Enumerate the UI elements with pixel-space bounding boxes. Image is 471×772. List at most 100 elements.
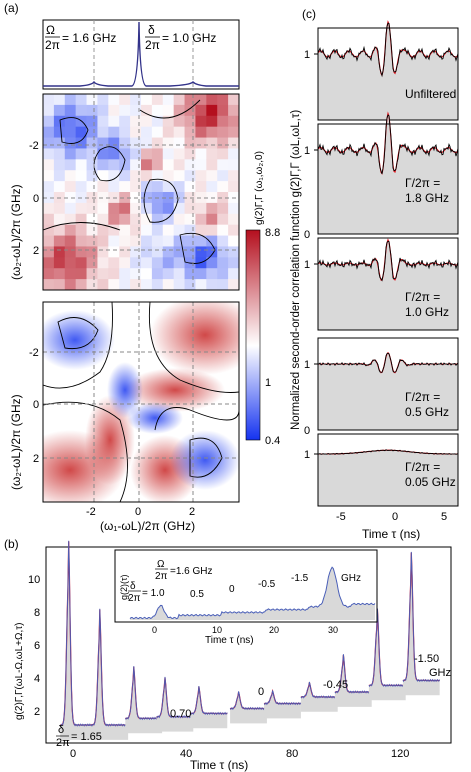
colorbar-top: 8.8 <box>265 227 280 239</box>
panel-c-subplot-label: Γ/2π = <box>405 290 440 304</box>
panel-c-ytick: 1 <box>304 449 310 461</box>
heatmap-theory <box>43 302 239 502</box>
panel-c-subplot-label: 1.8 GHz <box>405 191 449 205</box>
panel-b-peak <box>90 608 129 740</box>
panel-b-peak <box>59 540 98 740</box>
svg-text:2π: 2π <box>56 737 70 749</box>
svg-text:-2: -2 <box>29 347 39 359</box>
svg-text:GHz: GHz <box>429 667 451 679</box>
panel-c-subplot-label: 1.0 GHz <box>405 305 449 319</box>
svg-text:-5: -5 <box>336 511 346 523</box>
svg-text:0: 0 <box>70 748 76 760</box>
omega-frac-den: 2π <box>45 38 60 52</box>
svg-text:0.70: 0.70 <box>170 708 191 720</box>
colorbar-bottom: 0.4 <box>265 435 280 447</box>
panel-c-ytick: 0 <box>304 425 310 437</box>
svg-text:4: 4 <box>34 673 40 685</box>
panel-c-ytick: 1 <box>304 145 310 157</box>
panel-b-peak <box>300 681 339 712</box>
panel-b-annotations: δ 2π = 1.65 0.70 0 -0.45 -1.50 GHz <box>56 653 451 749</box>
panel-c-fill <box>318 353 458 430</box>
svg-text:GHz: GHz <box>341 573 361 584</box>
panel-b-peak <box>229 691 268 724</box>
colorbar-title: g(2)Γ,Γ (ω₁,ω₂,0) <box>254 151 265 225</box>
panel-c-experiment-line <box>317 449 459 455</box>
svg-text:20: 20 <box>269 625 279 635</box>
delta-value: = 1.0 GHz <box>162 31 216 45</box>
svg-text:0.5: 0.5 <box>190 589 204 600</box>
panel-c-subplot: 1 Unfiltered <box>304 20 459 121</box>
panel-a-label: (a) <box>4 1 19 15</box>
panel-c-subplot-label: Γ/2π = <box>405 460 440 474</box>
svg-text:2: 2 <box>189 506 195 518</box>
svg-text:-0.45: -0.45 <box>323 679 348 691</box>
svg-text:10: 10 <box>28 574 40 586</box>
panel-c-ytick: 1 <box>304 259 310 271</box>
svg-text:0: 0 <box>229 584 235 595</box>
panel-b-label: (b) <box>4 537 19 551</box>
svg-text:0: 0 <box>135 506 141 518</box>
svg-text:= 1.65: = 1.65 <box>71 731 102 743</box>
panel-c-experiment-line <box>317 114 459 175</box>
panel-c-fill <box>318 449 458 506</box>
panel-c-subplot-label: Γ/2π = <box>405 390 440 404</box>
panel-c-experiment-line <box>317 240 459 282</box>
svg-text:80: 80 <box>286 748 298 760</box>
panel-c-ytick: 0 <box>304 229 310 241</box>
svg-text:40: 40 <box>180 748 192 760</box>
colorbar: 8.8 1 0.4 g(2)Γ,Γ (ω₁,ω₂,0) <box>245 151 280 447</box>
svg-text:δ: δ <box>130 581 136 592</box>
panel-a-ylabel-bottom: (ω₂-ωL)/2π (GHz) <box>9 394 23 490</box>
panel-a-ylabel-top: (ω₂-ωL)/2π (GHz) <box>9 184 23 280</box>
inset-fill <box>130 567 375 620</box>
delta-frac-den: 2π <box>145 38 160 52</box>
panel-b-peak <box>124 666 163 734</box>
inset-line <box>129 566 376 620</box>
panel-c-subplot-label: Unfiltered <box>405 87 456 101</box>
svg-text:Ω: Ω <box>157 559 165 570</box>
panel-c-subplot-label: 0.05 GHz <box>405 475 456 489</box>
panel-a-xlabel: (ω₁-ωL)/2π (GHz) <box>100 519 195 533</box>
panel-b-peak <box>368 608 407 701</box>
svg-text:=1.6 GHz: =1.6 GHz <box>170 566 213 577</box>
svg-text:Time τ (ns): Time τ (ns) <box>205 635 254 646</box>
panel-c-ytick: 1 <box>304 49 310 61</box>
svg-text:-1.5: -1.5 <box>291 573 309 584</box>
panel-c-subplot: 1 0 Γ/2π =1.8 GHz <box>304 111 459 241</box>
svg-text:8: 8 <box>34 607 40 619</box>
spectrum-plot: Ω 2π = 1.6 GHz δ 2π = 1.0 GHz <box>42 19 240 90</box>
colorbar-mid: 1 <box>265 377 271 389</box>
panel-c-subplot-label: Γ/2π = <box>405 176 440 190</box>
svg-text:-1.50: -1.50 <box>414 653 439 665</box>
svg-text:2π: 2π <box>128 593 141 604</box>
svg-text:10: 10 <box>212 625 222 635</box>
panel-c-fill <box>318 115 458 234</box>
panel-c-xlabel: Time τ (ns) <box>362 527 420 541</box>
panel-c-subplot: 1 Γ/2π =0.05 GHz <box>304 433 459 507</box>
panel-b-ylabel: g(2)Γ,Γ(ωL-Ω,ωL+Ω,τ) <box>14 622 25 720</box>
svg-text:30: 30 <box>328 625 338 635</box>
panel-c-label: (c) <box>302 7 316 21</box>
panel-b-inset: Ω 2π =1.6 GHz δ 2π = 1.0 0.5 0 -0.5 -1.5… <box>114 549 378 646</box>
omega-frac-num: Ω <box>46 23 55 37</box>
panel-c-ylabel: Normalized second-order correlation func… <box>290 110 302 430</box>
svg-text:0: 0 <box>33 399 39 411</box>
panel-b-peak <box>156 676 194 732</box>
panel-b-frame <box>45 546 452 744</box>
panel-a-xticks: -2 0 2 <box>86 506 195 518</box>
svg-text:-2: -2 <box>29 140 39 152</box>
panel-c-subplot-label: 0.5 GHz <box>405 405 449 419</box>
svg-text:0: 0 <box>258 686 264 698</box>
panel-b-peak <box>334 654 373 707</box>
svg-text:g(2)(τ): g(2)(τ) <box>119 574 129 600</box>
svg-text:2: 2 <box>33 245 39 257</box>
svg-text:2π: 2π <box>155 571 168 582</box>
svg-text:= 1.0: = 1.0 <box>142 588 165 599</box>
svg-text:6: 6 <box>34 640 40 652</box>
svg-text:2: 2 <box>34 706 40 718</box>
panel-b-peak <box>402 551 441 696</box>
panel-b-xlabel: Time τ (ns) <box>190 758 248 772</box>
svg-text:0: 0 <box>33 193 39 205</box>
